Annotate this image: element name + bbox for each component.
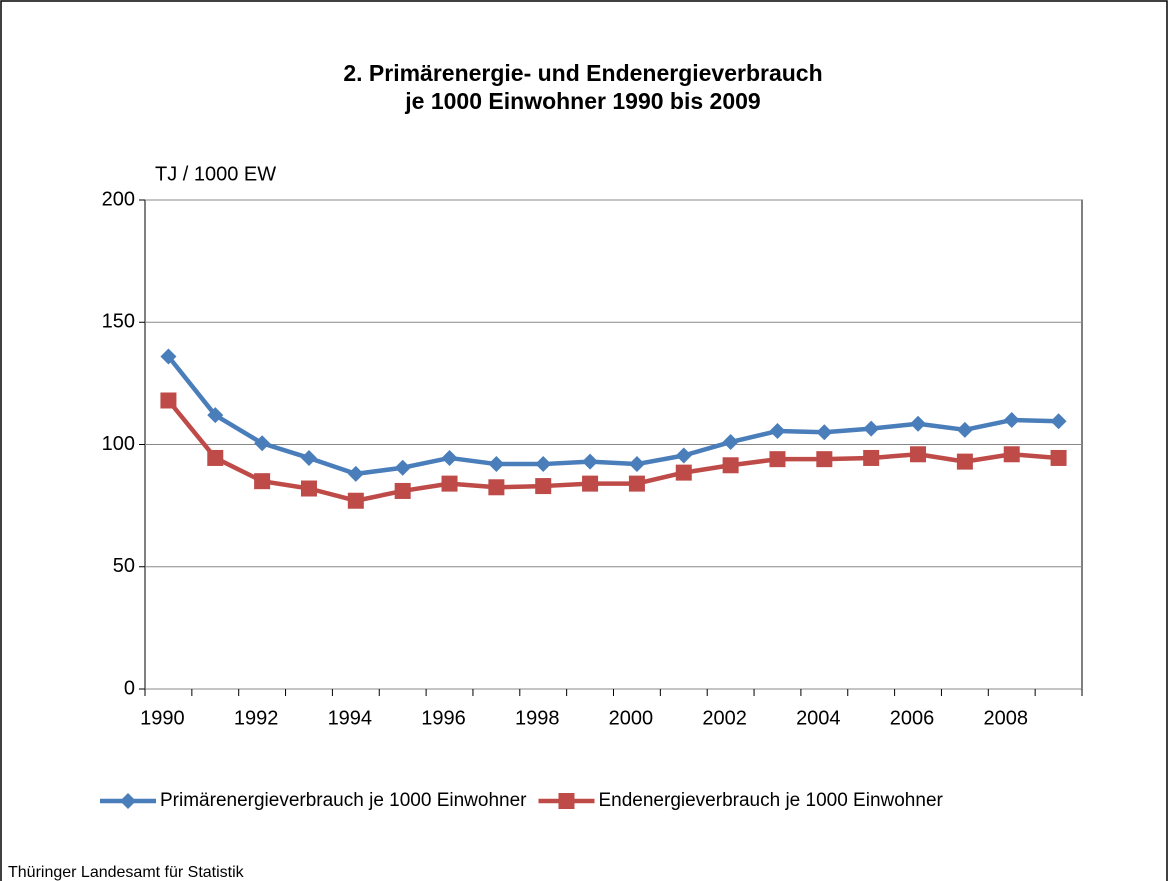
legend-marker	[558, 793, 575, 809]
marker	[347, 492, 364, 509]
x-tick-label: 1990	[140, 707, 185, 729]
x-tick-label: 2004	[796, 707, 841, 729]
marker	[816, 424, 833, 441]
marker	[675, 447, 692, 464]
marker	[863, 449, 880, 466]
marker	[488, 456, 505, 473]
legend-label: Endenergieverbrauch je 1000 Einwohner	[598, 790, 943, 811]
marker	[488, 479, 505, 496]
marker	[956, 453, 973, 470]
x-tick-label: 1998	[515, 707, 560, 729]
x-tick-label: 2002	[702, 707, 747, 729]
marker	[1050, 413, 1067, 430]
marker	[722, 457, 739, 474]
x-tick-label: 1996	[421, 707, 466, 729]
marker	[863, 420, 880, 437]
marker	[769, 423, 786, 440]
legend-marker	[120, 793, 136, 809]
marker	[347, 465, 364, 482]
x-tick-label: 2008	[983, 707, 1028, 729]
y-axis-label: TJ / 1000 EW	[155, 163, 276, 185]
marker	[1003, 446, 1020, 463]
marker	[769, 451, 786, 468]
marker	[628, 475, 645, 492]
marker	[628, 456, 645, 473]
marker	[300, 480, 317, 497]
x-tick-label: 1994	[328, 707, 373, 729]
marker	[722, 434, 739, 451]
x-tick-label: 2006	[890, 707, 935, 729]
marker	[300, 449, 317, 466]
marker	[160, 348, 177, 365]
y-tick-label: 150	[102, 311, 135, 333]
marker	[910, 415, 927, 432]
y-tick-label: 200	[102, 188, 135, 210]
marker	[816, 451, 833, 468]
marker	[207, 449, 224, 466]
marker	[910, 446, 927, 463]
marker	[394, 459, 411, 476]
y-tick-label: 100	[102, 433, 135, 455]
x-tick-label: 2000	[609, 707, 654, 729]
chart-subtitle: je 1000 Einwohner 1990 bis 2009	[404, 88, 760, 114]
marker	[254, 435, 271, 452]
marker	[207, 407, 224, 424]
marker	[441, 475, 458, 492]
marker	[582, 453, 599, 470]
series-line	[166, 355, 1059, 477]
source: Thüringer Landesamt für Statistik	[8, 864, 245, 881]
chart-title: 2. Primärenergie- und Endenergieverbrauc…	[343, 60, 822, 86]
legend-label: Primärenergieverbrauch je 1000 Einwohner	[160, 790, 527, 811]
marker	[582, 475, 599, 492]
marker	[441, 449, 458, 466]
marker	[1003, 412, 1020, 429]
marker	[394, 482, 411, 499]
marker	[535, 478, 552, 495]
marker	[254, 473, 271, 490]
marker	[675, 464, 692, 481]
marker	[160, 392, 177, 409]
y-tick-label: 50	[113, 555, 135, 577]
marker	[956, 421, 973, 438]
marker	[535, 456, 552, 473]
marker	[1050, 449, 1067, 466]
x-tick-label: 1992	[234, 707, 279, 729]
y-tick-label: 0	[124, 677, 135, 699]
